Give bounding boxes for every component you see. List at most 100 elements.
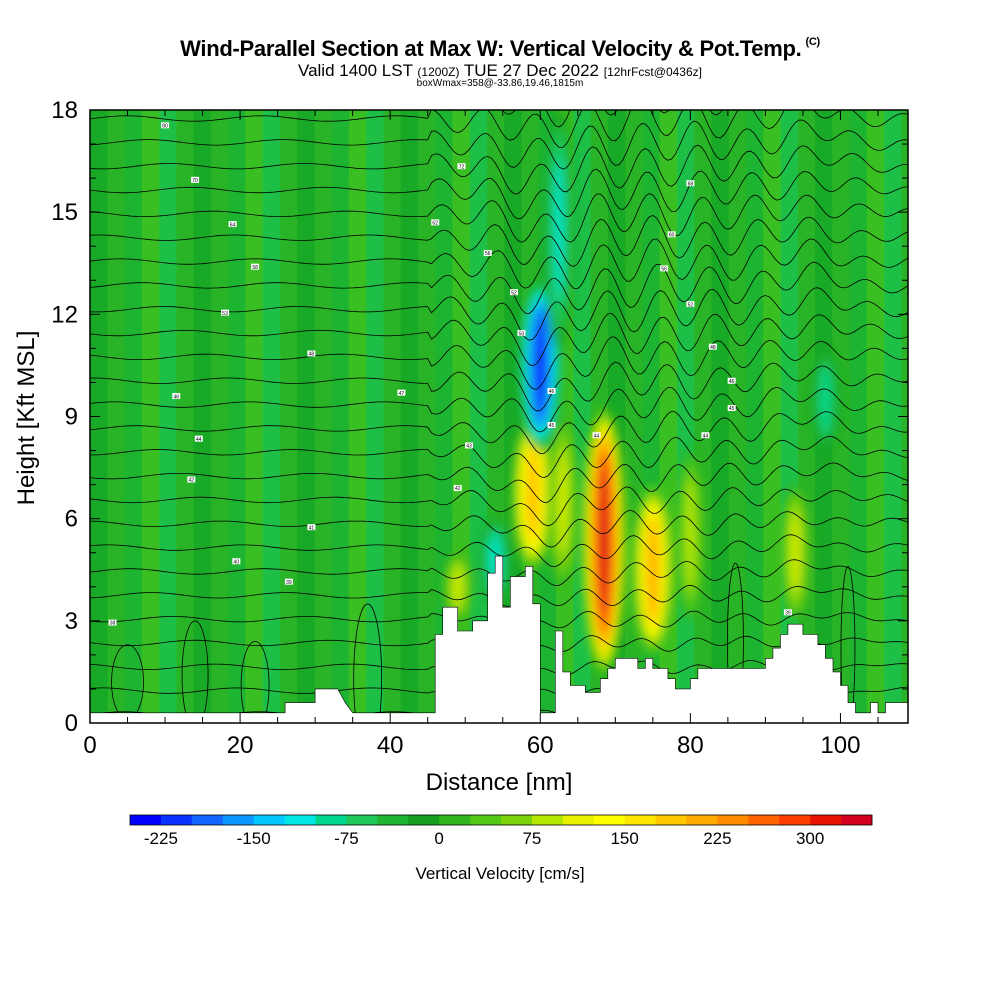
updraft-cell xyxy=(442,552,473,621)
y-axis: 0 3 6 9 12 15 18 xyxy=(51,97,908,737)
theta-label: 46 xyxy=(547,387,556,395)
theta-label-text: 38 xyxy=(110,621,116,627)
theta-label: 56 xyxy=(483,250,492,257)
theta-label-text: 43 xyxy=(466,444,472,450)
theta-label-box xyxy=(783,609,792,616)
theta-label-box xyxy=(592,432,601,439)
theta-label-box xyxy=(660,265,669,272)
x-axis-label: Distance [nm] xyxy=(426,769,573,796)
theta-label: 56 xyxy=(660,265,669,273)
theta-label: 47 xyxy=(397,389,406,397)
chart-title: Wind-Parallel Section at Max W: Vertical… xyxy=(0,36,1000,62)
updraft-cell xyxy=(582,409,627,672)
x-axis: 0 20 40 60 80 100 xyxy=(83,110,879,759)
x-tick-label: 80 xyxy=(677,732,704,759)
theta-label: 42 xyxy=(453,485,462,492)
isentrope-line xyxy=(90,144,908,195)
colorbar-swatch xyxy=(439,815,471,825)
plot-area: 38 80 70 64 58 53 48 46 44 42 41 40 39 47 62 72 56 52 50 46… xyxy=(90,110,908,723)
theta-label-text: 42 xyxy=(189,478,195,484)
theta-label-text: 39 xyxy=(785,611,791,617)
theta-label-text: 80 xyxy=(162,124,168,130)
theta-label: 53 xyxy=(221,309,230,317)
isentrope-line xyxy=(90,462,908,503)
theta-label-box xyxy=(172,393,181,400)
theta-label-text: 62 xyxy=(432,221,438,227)
valid-time-utc: (1200Z) xyxy=(417,65,460,79)
colorbar-swatch xyxy=(130,815,162,825)
theta-label-text: 44 xyxy=(196,437,202,443)
colorbar-tick-label: 75 xyxy=(522,829,541,848)
theta-label: 60 xyxy=(667,231,676,239)
theta-label-box xyxy=(708,343,717,350)
theta-label-text: 56 xyxy=(485,251,491,257)
theta-label: 45 xyxy=(547,422,556,429)
colorbar-swatch xyxy=(841,815,873,825)
colorbar-swatch xyxy=(191,815,224,825)
theta-label: 39 xyxy=(284,578,293,586)
theta-label: 44 xyxy=(592,432,601,439)
velocity-contour xyxy=(181,620,209,723)
isentrope-line xyxy=(90,509,908,548)
theta-label: 48 xyxy=(708,343,717,351)
theta-label-box xyxy=(510,289,519,296)
x-tick-label: 100 xyxy=(820,732,860,759)
theta-label-box xyxy=(483,250,492,257)
background-stripe xyxy=(763,110,781,723)
theta-label-text: 48 xyxy=(710,345,716,351)
colorbar: -225 -150 -75 0 75 150 225 300 xyxy=(129,814,873,848)
colorbar-swatch xyxy=(593,815,625,825)
y-tick-label: 9 xyxy=(65,404,78,431)
theta-label-text: 56 xyxy=(661,267,667,273)
background-stripe xyxy=(124,110,143,723)
background-stripe xyxy=(883,110,902,723)
colorbar-swatch xyxy=(655,815,687,825)
theta-label-text: 44 xyxy=(594,433,600,439)
theta-label-box xyxy=(547,422,556,429)
theta-label-text: 42 xyxy=(455,486,461,492)
theta-label-text: 44 xyxy=(703,433,709,439)
colorbar-tick-label: 300 xyxy=(796,829,824,848)
theta-label-text: 45 xyxy=(549,423,555,429)
theta-label-box xyxy=(232,558,241,565)
theta-label-box xyxy=(307,350,316,357)
isentrope-line xyxy=(90,312,908,367)
theta-label-box xyxy=(194,435,203,442)
isentrope-line xyxy=(90,168,908,220)
colorbar-swatch xyxy=(748,815,780,825)
valid-time-line: Valid 1400 LST (1200Z) TUE 27 Dec 2022 [… xyxy=(0,61,1000,81)
theta-label-box xyxy=(161,122,170,129)
colorbar-swatch xyxy=(315,815,347,825)
velocity-band xyxy=(560,451,566,552)
colorbar-swatch xyxy=(160,815,193,825)
theta-label: 44 xyxy=(194,435,203,443)
theta-label-text: 46 xyxy=(549,389,555,395)
colorbar-tick-label: 150 xyxy=(610,829,638,848)
theta-label-box xyxy=(397,389,406,396)
velocity-contour xyxy=(353,603,383,723)
theta-label: 68 xyxy=(686,180,695,187)
background-stripe xyxy=(245,110,264,723)
theta-label-box xyxy=(686,180,695,187)
theta-label-text: 70 xyxy=(192,178,198,184)
isentrope-line xyxy=(90,193,908,243)
background-stripe xyxy=(279,110,298,723)
colorbar-tick-label: -150 xyxy=(237,829,271,848)
x-tick-label: 0 xyxy=(83,732,96,759)
background-stripe xyxy=(228,110,246,723)
colorbar-frame xyxy=(129,814,873,826)
forecast-info: [12hrFcst@0436z] xyxy=(603,65,702,79)
isentrope-line xyxy=(90,435,908,479)
colorbar-swatch xyxy=(346,815,378,825)
x-tick-label: 20 xyxy=(227,732,254,759)
theta-label-box xyxy=(228,221,237,228)
theta-label: 40 xyxy=(232,558,241,565)
background-stripe xyxy=(141,110,160,723)
updraft-cell xyxy=(546,416,579,587)
isentrope-line xyxy=(90,238,908,289)
valid-date: TUE 27 Dec 2022 xyxy=(463,61,600,80)
colorbar-swatch xyxy=(686,815,718,825)
theta-label-text: 39 xyxy=(286,580,292,586)
isentrope-line xyxy=(90,361,908,412)
theta-label: 70 xyxy=(191,176,200,184)
